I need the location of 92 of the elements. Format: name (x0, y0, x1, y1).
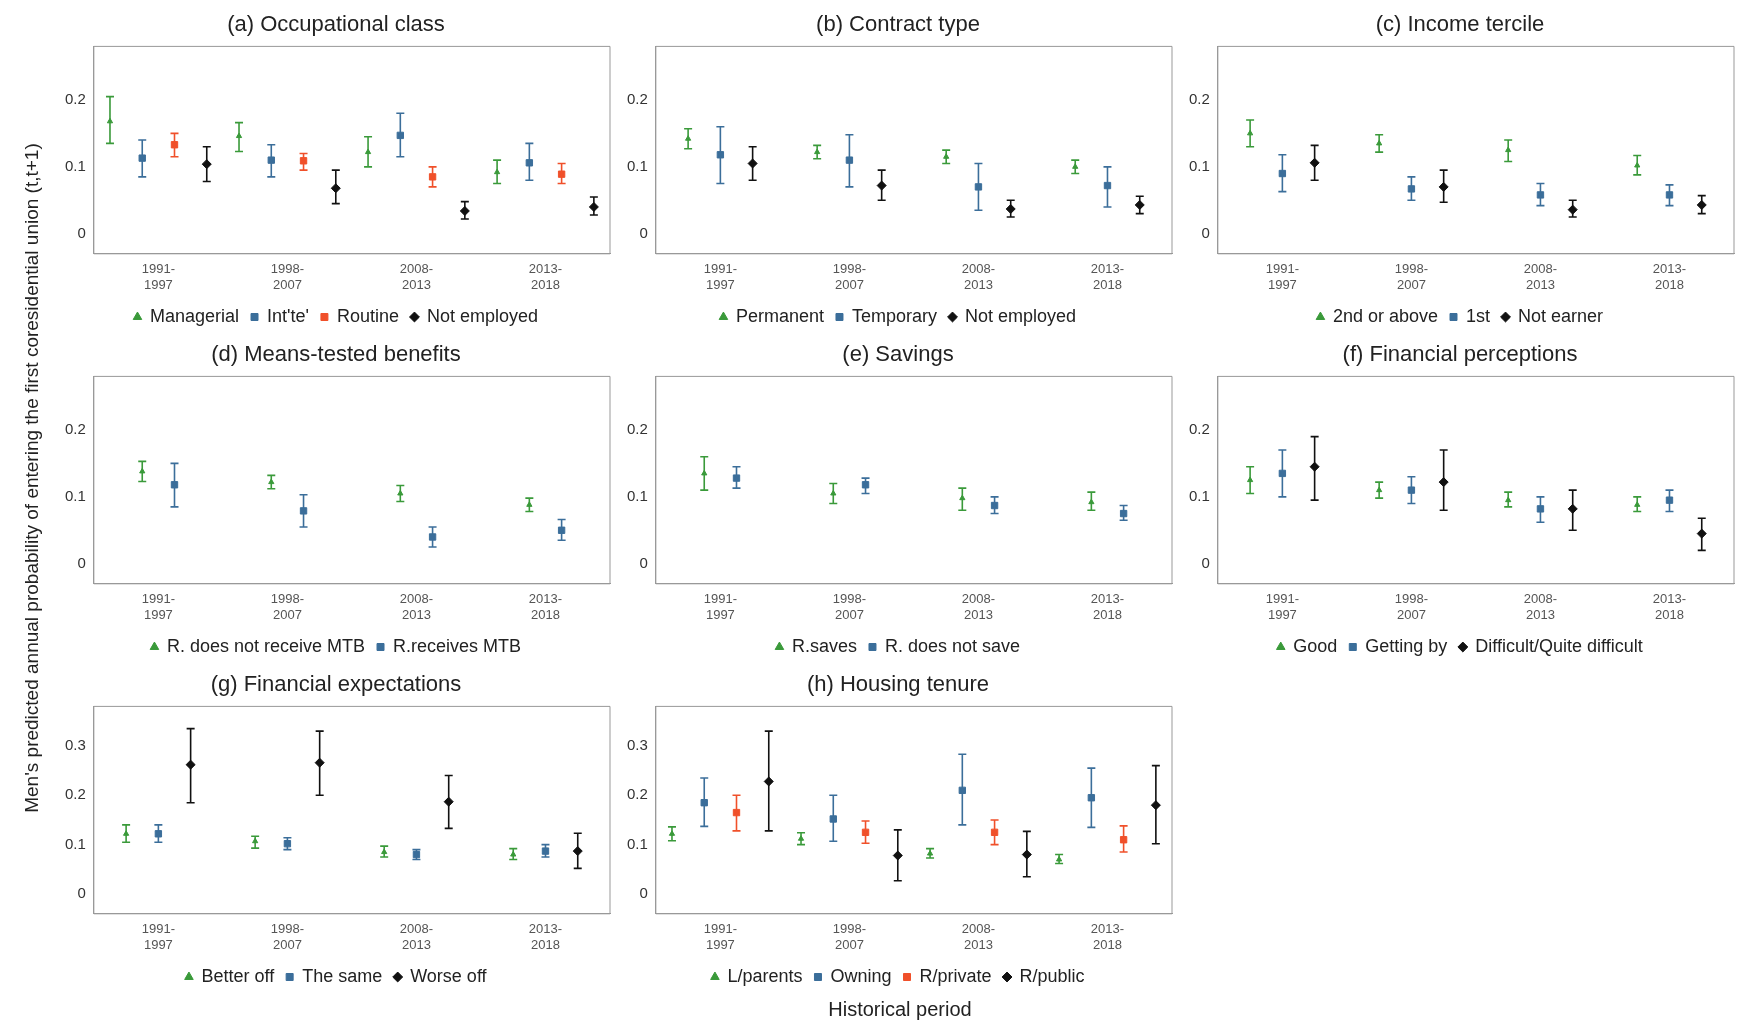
x-tick-label: 2013-2018 (1090, 921, 1125, 952)
legend-label: Difficult/Quite difficult (1475, 635, 1643, 656)
y-tick-label: 0.2 (626, 420, 648, 438)
y-tick-label: 0 (639, 223, 648, 241)
x-tick-label: 1998-2007 (270, 591, 305, 622)
legend-label: R.saves (791, 635, 857, 656)
y-tick-label: 0.2 (64, 420, 86, 438)
legend-label: Managerial (149, 305, 240, 326)
legend-label: Worse off (410, 965, 488, 986)
x-tick-label: 1998-2007 (270, 261, 305, 292)
legend-label: R/public (1019, 965, 1085, 986)
x-tick-label: 2013-2018 (528, 921, 563, 952)
y-tick-label: 0.2 (626, 90, 648, 108)
x-tick-label: 2013-2018 (1652, 261, 1687, 292)
y-tick-label: 0.1 (626, 156, 648, 174)
legend-label: R.receives MTB (393, 635, 522, 656)
x-tick-label: 1991-1997 (141, 921, 175, 952)
chart-title: (h) Housing tenure (806, 671, 990, 697)
y-tick-label: 0.1 (626, 486, 648, 504)
x-tick-label: 2013-2018 (528, 591, 563, 622)
y-tick-label: 0.2 (1188, 420, 1210, 438)
x-tick-label: 2008-2013 (961, 591, 996, 622)
y-axis-title: Men's predicted annual probability of entering the first coresidential union (t,t+1) (21, 143, 43, 813)
y-tick-label: 0.1 (64, 486, 86, 504)
chart-title: (g) Financial expectations (210, 671, 462, 697)
x-tick-label: 2008-2013 (399, 921, 434, 952)
y-tick-label: 0.1 (64, 834, 86, 852)
x-tick-label: 2008-2013 (961, 921, 996, 952)
chart-title: (d) Means-tested benefits (211, 341, 461, 367)
x-tick-label: 2008-2013 (399, 591, 434, 622)
chart-title: (f) Financial perceptions (1342, 341, 1578, 367)
legend-label: Getting by (1365, 635, 1448, 656)
x-tick-label: 2013-2018 (1652, 591, 1687, 622)
y-tick-label: 0.2 (64, 785, 86, 803)
y-tick-label: 0.1 (626, 834, 648, 852)
legend-label: Good (1293, 635, 1338, 656)
x-tick-label: 2013-2018 (1090, 261, 1125, 292)
x-axis-title: Historical period (827, 998, 973, 1021)
x-tick-label: 2008-2013 (961, 261, 996, 292)
x-tick-label: 1998-2007 (1394, 261, 1429, 292)
x-tick-label: 1991-1997 (703, 591, 737, 622)
x-tick-label: 1991-1997 (703, 261, 737, 292)
chart-title: (e) Savings (842, 341, 954, 367)
x-tick-label: 1991-1997 (1265, 261, 1299, 292)
y-tick-label: 0 (77, 553, 86, 571)
x-tick-label: 2008-2013 (399, 261, 434, 292)
y-tick-label: 0.2 (1188, 90, 1210, 108)
x-tick-label: 1991-1997 (141, 591, 175, 622)
legend-label: Temporary (851, 305, 938, 326)
y-tick-label: 0.3 (64, 736, 86, 754)
y-tick-label: 0 (639, 884, 648, 902)
x-tick-label: 2013-2018 (1090, 591, 1125, 622)
y-tick-label: 0.2 (64, 90, 86, 108)
legend-label: Int'te' (267, 305, 309, 326)
legend-label: R. does not save (884, 635, 1021, 656)
legend-label: L/parents (727, 965, 803, 986)
y-tick-label: 0.2 (626, 785, 648, 803)
chart-title: (c) Income tercile (1375, 11, 1545, 37)
x-tick-label: 1998-2007 (832, 261, 867, 292)
x-tick-label: 1998-2007 (1394, 591, 1429, 622)
legend-label: Permanent (735, 305, 824, 326)
x-tick-label: 1998-2007 (832, 921, 867, 952)
y-tick-label: 0 (77, 884, 86, 902)
x-tick-label: 2008-2013 (1523, 261, 1558, 292)
x-tick-label: 2008-2013 (1523, 591, 1558, 622)
y-tick-label: 0.1 (1188, 486, 1210, 504)
y-tick-label: 0 (77, 223, 86, 241)
legend-label: Not employed (426, 305, 539, 326)
legend-label: Not earner (1518, 305, 1604, 326)
legend-label: Not employed (965, 305, 1077, 326)
legend-label: 1st (1466, 305, 1491, 326)
y-tick-label: 0.1 (64, 156, 86, 174)
x-tick-label: 1998-2007 (832, 591, 867, 622)
y-tick-label: 0.3 (626, 736, 648, 754)
legend-label: 2nd or above (1332, 305, 1439, 326)
legend-label: R. does not receive MTB (166, 635, 366, 656)
legend-label: Routine (336, 305, 399, 326)
y-tick-label: 0 (1201, 553, 1210, 571)
x-tick-label: 1991-1997 (1265, 591, 1299, 622)
y-tick-label: 0 (1201, 223, 1210, 241)
legend-label: Better off (201, 965, 276, 986)
legend-label: Owning (830, 965, 892, 986)
legend-label: The same (302, 965, 383, 986)
x-tick-label: 2013-2018 (528, 261, 563, 292)
chart-title: (a) Occupational class (227, 11, 445, 37)
x-tick-label: 1991-1997 (141, 261, 175, 292)
y-tick-label: 0 (639, 553, 648, 571)
x-tick-label: 1998-2007 (270, 921, 305, 952)
y-tick-label: 0.1 (1188, 156, 1210, 174)
legend-label: R/private (919, 965, 992, 986)
x-tick-label: 1991-1997 (703, 921, 737, 952)
chart-title: (b) Contract type (816, 11, 980, 37)
